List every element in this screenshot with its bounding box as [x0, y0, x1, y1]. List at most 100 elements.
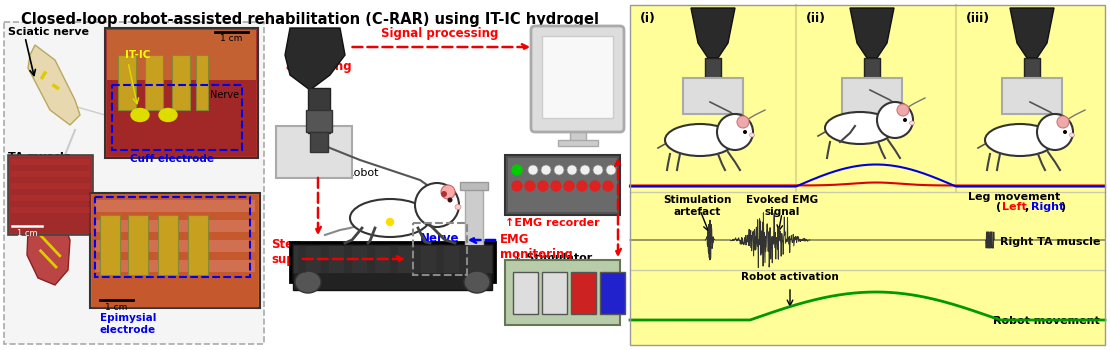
Bar — [11, 159, 90, 165]
Bar — [118, 55, 137, 110]
Text: ↓ Stimulator: ↓ Stimulator — [513, 253, 593, 263]
Text: ←Robot: ←Robot — [339, 168, 380, 178]
Circle shape — [717, 114, 753, 150]
Circle shape — [581, 165, 591, 175]
Text: ,: , — [1025, 202, 1033, 212]
Text: (ii): (ii) — [806, 12, 826, 25]
Text: 1 cm: 1 cm — [17, 229, 38, 238]
FancyBboxPatch shape — [293, 270, 492, 290]
Circle shape — [528, 165, 538, 175]
Circle shape — [512, 165, 522, 175]
Bar — [306, 110, 332, 132]
Text: Step
supporting: Step supporting — [271, 238, 343, 266]
Circle shape — [551, 181, 561, 191]
Text: (: ( — [996, 202, 1001, 212]
Bar — [10, 157, 91, 233]
Circle shape — [1057, 116, 1069, 128]
Bar — [310, 132, 327, 152]
Polygon shape — [850, 8, 894, 58]
Circle shape — [877, 102, 914, 138]
Text: EMG
monitoring: EMG monitoring — [500, 233, 573, 261]
Text: Robot
activating: Robot activating — [285, 45, 352, 73]
Bar — [95, 200, 255, 212]
Text: Right: Right — [1031, 202, 1064, 212]
Bar — [107, 30, 256, 80]
Bar — [505, 155, 620, 215]
FancyBboxPatch shape — [4, 22, 264, 344]
Circle shape — [603, 181, 613, 191]
FancyBboxPatch shape — [1002, 78, 1062, 114]
Circle shape — [737, 116, 749, 128]
Ellipse shape — [909, 121, 915, 125]
Bar — [630, 5, 1104, 345]
Bar — [436, 245, 444, 273]
Bar — [293, 245, 492, 273]
Bar — [460, 245, 467, 273]
FancyBboxPatch shape — [290, 242, 495, 282]
Circle shape — [541, 165, 551, 175]
Text: Nerve
stimulation: Nerve stimulation — [403, 232, 477, 260]
Circle shape — [567, 165, 577, 175]
Text: Robot movement: Robot movement — [993, 316, 1100, 326]
Circle shape — [743, 130, 747, 134]
Bar — [413, 245, 421, 273]
Bar — [344, 245, 352, 273]
Bar — [158, 215, 178, 275]
Bar — [172, 55, 190, 110]
Bar — [11, 171, 90, 177]
Polygon shape — [1010, 8, 1054, 58]
Bar — [505, 260, 620, 325]
Bar — [864, 58, 880, 83]
Bar — [11, 207, 90, 213]
Bar — [390, 245, 398, 273]
Bar — [95, 240, 255, 252]
Bar — [95, 260, 255, 272]
Text: Robot activation: Robot activation — [741, 272, 839, 282]
Text: Stimulation
artefact: Stimulation artefact — [663, 195, 731, 217]
Bar — [196, 55, 208, 110]
Text: TA muscle: TA muscle — [8, 152, 71, 162]
Bar — [321, 245, 329, 273]
Ellipse shape — [464, 271, 490, 293]
Text: Left: Left — [1002, 202, 1027, 212]
Text: ): ) — [1060, 202, 1066, 212]
Circle shape — [447, 197, 453, 203]
Circle shape — [1063, 130, 1067, 134]
Bar — [8, 155, 93, 235]
Ellipse shape — [350, 199, 430, 237]
Bar — [367, 245, 375, 273]
Circle shape — [564, 181, 574, 191]
Bar — [705, 58, 722, 83]
Ellipse shape — [159, 108, 176, 121]
Text: Signal processing: Signal processing — [382, 27, 498, 40]
Bar — [297, 245, 306, 273]
Bar — [508, 158, 617, 212]
FancyBboxPatch shape — [683, 78, 743, 114]
Bar — [11, 195, 90, 201]
Circle shape — [1037, 114, 1073, 150]
Text: Sciatic nerve: Sciatic nerve — [8, 27, 89, 37]
Bar — [11, 183, 90, 189]
Bar — [513, 272, 538, 314]
Text: Epimysial
electrode: Epimysial electrode — [100, 313, 157, 335]
FancyBboxPatch shape — [842, 78, 902, 114]
Text: (i): (i) — [640, 12, 656, 25]
Text: (iii): (iii) — [966, 12, 990, 25]
Polygon shape — [285, 28, 345, 90]
Bar — [542, 272, 567, 314]
FancyBboxPatch shape — [276, 126, 352, 178]
Text: 1 cm: 1 cm — [220, 34, 242, 43]
Circle shape — [538, 181, 548, 191]
Text: Right TA muscle: Right TA muscle — [1000, 237, 1100, 247]
Circle shape — [441, 191, 447, 197]
Text: IT-IC: IT-IC — [125, 50, 150, 60]
Ellipse shape — [295, 271, 321, 293]
Bar — [465, 185, 483, 275]
Polygon shape — [28, 45, 80, 125]
Bar — [90, 193, 260, 308]
Bar — [571, 125, 586, 143]
Bar — [307, 88, 330, 133]
Circle shape — [386, 218, 394, 225]
Bar — [571, 272, 596, 314]
Bar — [145, 55, 163, 110]
